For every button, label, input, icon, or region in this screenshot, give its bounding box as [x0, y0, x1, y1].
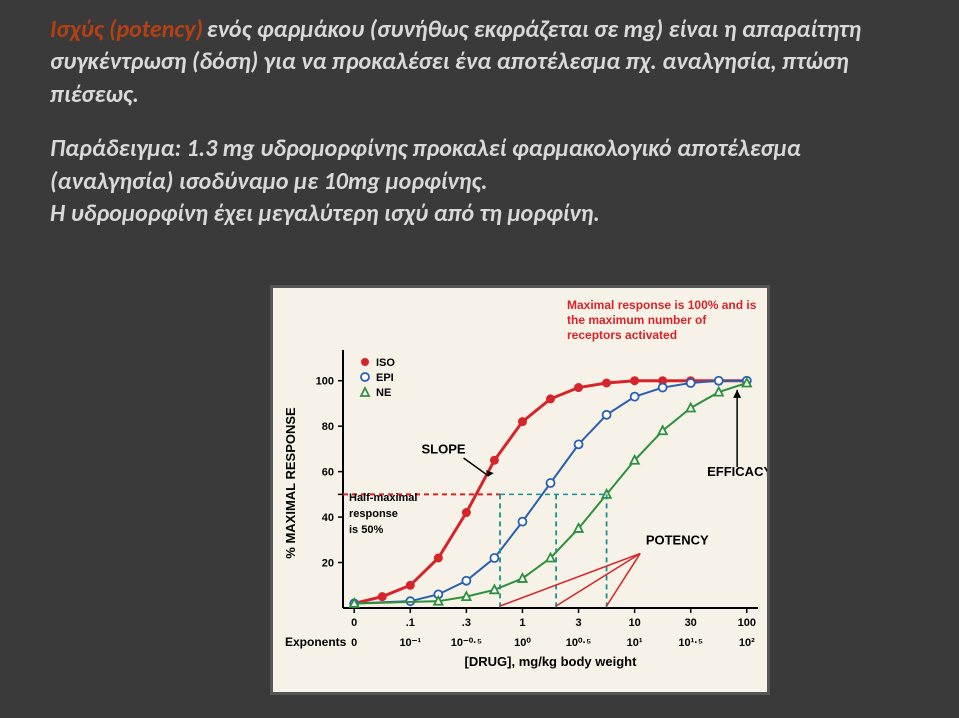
paragraph-2: Παράδειγμα: 1.3 mg υδρομορφίνης προκαλεί… — [50, 133, 929, 230]
svg-text:20: 20 — [322, 558, 334, 570]
svg-text:10⁻¹: 10⁻¹ — [399, 637, 421, 649]
svg-text:.3: .3 — [462, 617, 471, 629]
svg-text:NE: NE — [376, 387, 391, 399]
svg-text:1: 1 — [519, 617, 525, 629]
svg-text:% MAXIMAL RESPONSE: % MAXIMAL RESPONSE — [283, 407, 298, 559]
svg-text:10⁰·⁵: 10⁰·⁵ — [566, 637, 591, 649]
svg-text:10⁻⁰·⁵: 10⁻⁰·⁵ — [451, 637, 482, 649]
svg-text:100: 100 — [316, 376, 334, 388]
svg-text:SLOPE: SLOPE — [422, 441, 466, 456]
svg-text:0: 0 — [351, 637, 357, 649]
svg-text:EPI: EPI — [376, 372, 394, 384]
svg-text:.1: .1 — [406, 617, 415, 629]
svg-text:response: response — [349, 508, 398, 520]
paragraph-2a: Παράδειγμα: 1.3 mg υδρομορφίνης προκαλεί… — [50, 134, 801, 195]
svg-text:0: 0 — [351, 617, 357, 629]
term-potency: Ισχύς (potency) — [50, 15, 203, 44]
svg-text:10²: 10² — [739, 637, 755, 649]
svg-text:10¹: 10¹ — [627, 637, 643, 649]
svg-text:60: 60 — [322, 467, 334, 479]
svg-text:30: 30 — [685, 617, 697, 629]
paragraph-1: Ισχύς (potency) ενός φαρμάκου (συνήθως ε… — [50, 14, 929, 111]
chart-note-maximal: Maximal response is 100% and is the maxi… — [567, 298, 757, 343]
svg-text:40: 40 — [322, 512, 334, 524]
svg-text:Half-maximal: Half-maximal — [349, 492, 417, 504]
svg-text:is 50%: is 50% — [349, 524, 383, 536]
slide: Ισχύς (potency) ενός φαρμάκου (συνήθως ε… — [0, 0, 959, 718]
svg-text:[DRUG], mg/kg body weight: [DRUG], mg/kg body weight — [465, 654, 638, 669]
svg-text:80: 80 — [322, 421, 334, 433]
svg-text:10⁰: 10⁰ — [514, 637, 531, 649]
chart-svg: 20 40 60 80 100 0 .1 .3 1 3 10 30 100 Exponents 0 10⁻¹ 1… — [273, 288, 767, 692]
svg-text:POTENCY: POTENCY — [646, 532, 709, 547]
svg-text:3: 3 — [575, 617, 581, 629]
svg-text:100: 100 — [738, 617, 756, 629]
svg-text:Exponents: Exponents — [285, 635, 347, 649]
svg-text:10¹·⁵: 10¹·⁵ — [678, 637, 703, 649]
svg-text:10: 10 — [628, 617, 640, 629]
paragraph-2b: Η υδρομορφίνη έχει μεγαλύτερη ισχύ από τ… — [50, 199, 600, 228]
svg-text:ISO: ISO — [376, 357, 395, 369]
chart-dose-response: Maximal response is 100% and is the maxi… — [270, 285, 770, 695]
